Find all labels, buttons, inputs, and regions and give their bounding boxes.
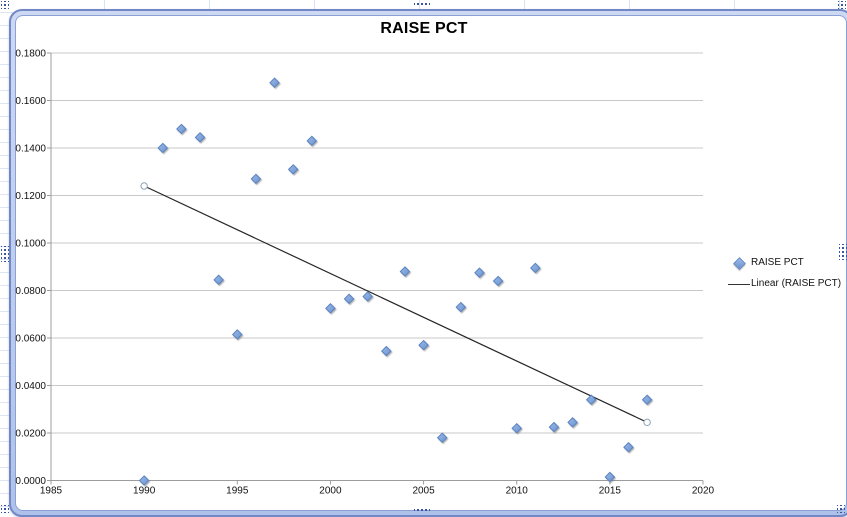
data-point[interactable] xyxy=(436,432,448,444)
data-point[interactable] xyxy=(492,275,504,287)
y-tick-label: 0.1800 xyxy=(15,49,46,60)
trendline-endpoint-handle[interactable] xyxy=(140,182,148,190)
x-tick-label: 1985 xyxy=(40,486,63,497)
y-tick-label: 0.1400 xyxy=(15,144,46,155)
data-point[interactable] xyxy=(604,471,616,483)
resize-handle-bottom-center[interactable] xyxy=(414,508,430,512)
y-tick-label: 0.0800 xyxy=(15,286,46,297)
y-tick-label: 0.0600 xyxy=(15,334,46,345)
y-tick-label: 0.1600 xyxy=(15,96,46,107)
data-point[interactable] xyxy=(455,301,467,313)
data-point[interactable] xyxy=(381,345,392,357)
data-point[interactable] xyxy=(641,394,653,406)
data-point[interactable] xyxy=(399,266,411,277)
resize-handle-middle-left[interactable] xyxy=(1,246,9,262)
y-tick-label: 0.0000 xyxy=(15,476,46,487)
trendline-endpoint-handle[interactable] xyxy=(643,418,651,427)
data-point[interactable] xyxy=(530,262,541,274)
chart-title[interactable]: RAISE PCT xyxy=(380,20,468,37)
data-point[interactable] xyxy=(287,164,299,175)
x-tick-label: 2000 xyxy=(319,486,342,497)
data-point[interactable] xyxy=(474,267,485,278)
x-tick-label: 2005 xyxy=(412,486,435,497)
data-point[interactable] xyxy=(250,173,262,185)
data-point[interactable] xyxy=(269,77,280,88)
legend-trendline-label: Linear (RAISE PCT) xyxy=(751,278,842,289)
x-tick-label: 2010 xyxy=(506,486,529,497)
data-point[interactable] xyxy=(343,293,355,305)
chart-object-frame[interactable] xyxy=(9,9,847,517)
resize-handle-top-center[interactable] xyxy=(414,2,430,6)
x-tick-label: 2020 xyxy=(692,486,715,497)
resize-handle-bottom-left[interactable] xyxy=(1,505,9,513)
legend-item-series[interactable]: RAISE PCT xyxy=(727,256,841,270)
data-point[interactable] xyxy=(231,329,243,340)
data-point[interactable] xyxy=(157,142,169,154)
legend: RAISE PCT Linear (RAISE PCT) xyxy=(727,256,841,299)
chart-plot-background xyxy=(15,15,847,511)
data-point[interactable] xyxy=(567,417,578,428)
trendline[interactable] xyxy=(143,185,648,423)
y-tick-label: 0.1000 xyxy=(15,239,46,250)
resize-handle-bottom-right[interactable] xyxy=(837,505,845,513)
legend-item-trendline[interactable]: Linear (RAISE PCT) xyxy=(727,278,841,290)
x-tick-label: 1995 xyxy=(226,486,249,497)
data-point[interactable] xyxy=(548,421,560,433)
data-point[interactable] xyxy=(325,303,336,314)
data-point[interactable] xyxy=(306,135,318,147)
data-point[interactable] xyxy=(194,132,206,143)
data-point[interactable] xyxy=(176,123,187,135)
x-tick-label: 1990 xyxy=(133,486,156,497)
data-point[interactable] xyxy=(623,441,634,453)
legend-diamond-icon xyxy=(727,256,751,270)
legend-line-icon xyxy=(727,283,751,285)
legend-series-label: RAISE PCT xyxy=(751,257,804,268)
resize-handle-top-left[interactable] xyxy=(1,1,9,9)
y-tick-label: 0.0200 xyxy=(15,429,46,440)
data-point[interactable] xyxy=(511,422,523,434)
data-point[interactable] xyxy=(362,291,373,302)
data-point[interactable] xyxy=(418,339,429,351)
data-point[interactable] xyxy=(213,274,224,286)
y-tick-label: 0.1200 xyxy=(15,191,46,202)
data-point[interactable] xyxy=(585,394,597,406)
resize-handle-top-right[interactable] xyxy=(838,1,846,9)
x-tick-label: 2015 xyxy=(599,486,622,497)
resize-handle-middle-right[interactable] xyxy=(839,244,847,260)
data-point[interactable] xyxy=(138,475,150,486)
y-tick-label: 0.0400 xyxy=(15,381,46,392)
